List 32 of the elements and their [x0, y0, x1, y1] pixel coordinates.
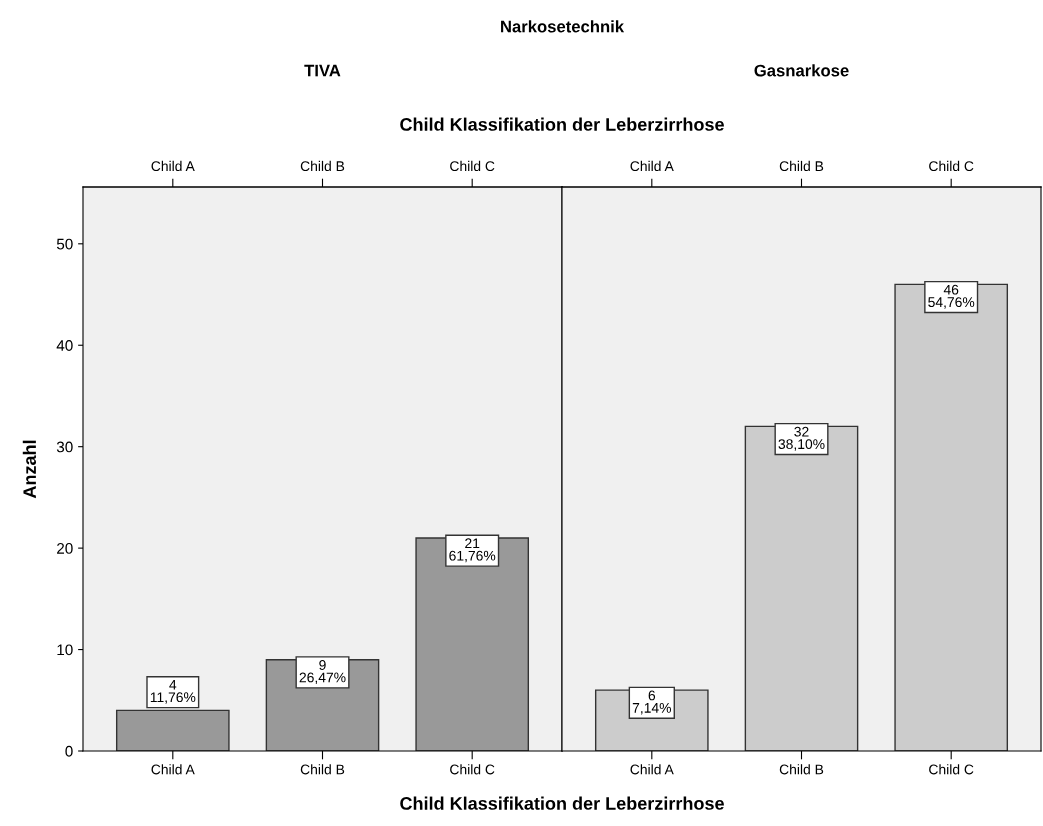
y-tick-label: 30 — [56, 441, 73, 453]
bar — [415, 537, 530, 751]
data-label: 46 54,76% — [928, 284, 975, 309]
y-tick-label: 50 — [56, 238, 73, 250]
category-label: Child C — [450, 160, 495, 172]
y-tick-label: 10 — [57, 644, 73, 656]
category-label: Child A — [151, 160, 195, 172]
x-tick-label: Child B — [779, 764, 824, 775]
data-label: 6 7,14% — [632, 690, 672, 715]
y-axis-title: Anzahl — [22, 440, 37, 499]
category-label: Child C — [929, 160, 974, 172]
category-label: Child A — [630, 160, 674, 172]
y-tick-label: 0 — [65, 745, 73, 757]
chart-title: Gasnarkose — [754, 64, 849, 77]
data-label: 9 26,47% — [299, 660, 346, 684]
category-label: Child B — [779, 160, 824, 172]
data-label: 21 61,76% — [449, 538, 496, 563]
x-tick-label: Child A — [151, 764, 195, 775]
chart-title: TIVA — [304, 64, 341, 77]
category-label: Child B — [300, 160, 345, 172]
y-tick-label: 20 — [57, 542, 73, 554]
x-tick-label: Child C — [929, 764, 974, 775]
x-axis-title: Child Klassifikation der Leberzirrhose — [400, 796, 724, 810]
data-label: 4 11,76% — [150, 679, 196, 704]
x2-axis-title: Child Klassifikation der Leberzirrhose — [400, 117, 724, 131]
data-label: 32 38,10% — [778, 426, 825, 451]
bar — [115, 709, 230, 751]
x-tick-label: Child B — [300, 764, 345, 775]
x-tick-label: Child A — [630, 764, 674, 775]
text: Narkosetechnik — [501, 20, 625, 33]
x-tick-label: Child C — [450, 764, 495, 775]
y-tick-label: 40 — [56, 340, 73, 351]
